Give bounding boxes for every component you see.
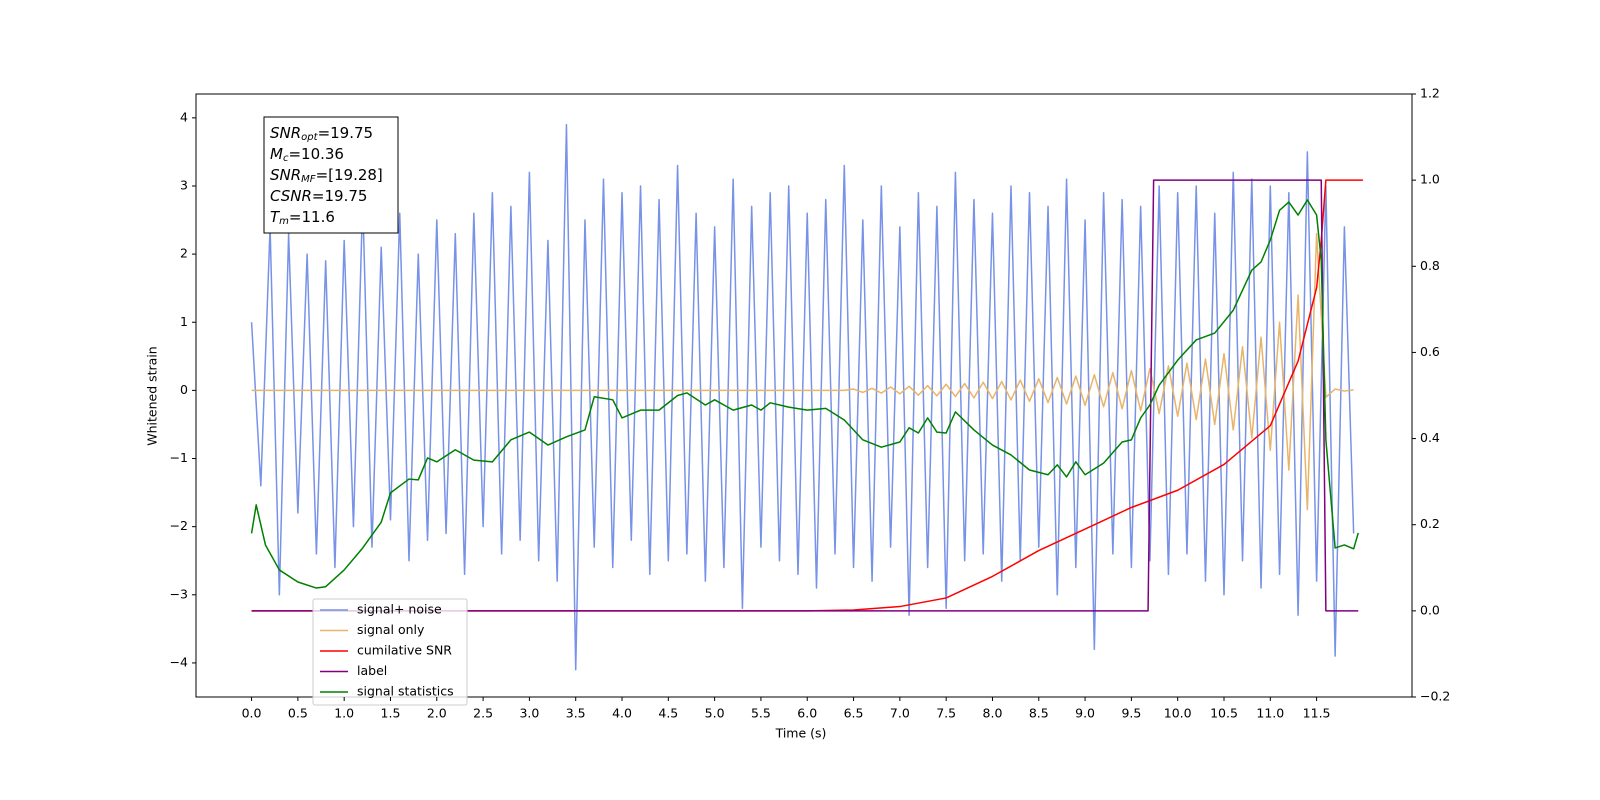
legend-frame [312,598,468,706]
series-line [250,199,1360,589]
y-tick-label: −3 [170,586,188,601]
annotation-subscript: m [279,216,289,227]
y-tick-label: 3 [180,177,188,192]
x-tick-label: 8.0 [983,706,1003,721]
annotation-symbol: SNR [270,124,301,142]
annotation-line: SNRopt=19.75 [270,124,373,144]
x-tick-label: 7.0 [890,706,910,721]
y2-tick-label: 0.8 [1420,258,1440,273]
x-tick-label: 7.5 [936,706,956,721]
x-tick-label: 2.5 [473,706,493,721]
annotation-box: SNRopt=19.75Mc=10.36SNRMF=[19.28]CSNR=19… [263,116,399,234]
x-tick-label: 10.0 [1164,706,1192,721]
x-tick-label: 6.0 [797,706,817,721]
y-tick-label: 0 [180,382,188,397]
x-tick-label: 5.5 [751,706,771,721]
y2-tick-label: −0.2 [1420,689,1450,704]
x-tick-label: 3.5 [566,706,586,721]
series-line [251,232,1354,511]
legend-label: signal statistics [357,684,454,699]
legend: signal+ noise signal only cumilative SNR la… [312,598,468,706]
annotation-value: =[19.28] [316,166,383,184]
x-tick-label: 8.5 [1029,706,1049,721]
series-line [251,179,1359,612]
x-tick-label: 6.5 [844,706,864,721]
annotation-value: =10.36 [288,145,344,163]
x-tick-label: 9.0 [1075,706,1095,721]
x-tick-label: 10.5 [1210,706,1238,721]
x-tick-label: 11.5 [1303,706,1331,721]
y2-tick-label: 1.2 [1420,86,1440,101]
y-tick-label: −1 [170,450,188,465]
annotation-subscript: c [283,153,289,164]
y2-tick-label: 0.6 [1420,344,1440,359]
y-axis-label: Whitened strain [145,346,160,445]
legend-label: label [357,663,387,678]
x-tick-label: 2.0 [427,706,447,721]
annotation-subscript: opt [301,132,318,143]
annotation-line: Tm=11.6 [270,208,335,228]
y2-tick-label: 0.4 [1420,430,1440,445]
x-axis-label: Time (s) [775,726,827,741]
annotation-line: CSNR=19.75 [270,187,367,205]
legend-label: signal only [357,622,425,637]
y-tick-label: 4 [180,109,188,124]
y-tick-label: 2 [180,246,188,261]
axes-frame [195,93,1413,698]
legend-label: signal+ noise [357,602,442,617]
series-line [251,179,1363,612]
x-tick-label: 3.0 [519,706,539,721]
x-tick-label: 1.0 [334,706,354,721]
annotation-frame [263,116,399,234]
annotation-subscript: MF [301,174,316,185]
annotation-value: =11.6 [289,208,335,226]
annotation-symbol: CSNR [270,187,312,205]
annotation-symbol: T [270,208,281,226]
x-tick-label: 0.5 [288,706,308,721]
plot-area [250,123,1363,671]
annotation-value: =19.75 [312,187,368,205]
y-tick-label: −4 [170,654,188,669]
y2-tick-label: 1.0 [1420,172,1440,187]
annotation-line: SNRMF=[19.28] [270,166,383,186]
annotation-symbol: SNR [270,166,301,184]
x-tick-label: 1.5 [381,706,401,721]
x-tick-label: 4.0 [612,706,632,721]
x-tick-label: 4.5 [658,706,678,721]
x-tick-label: 0.0 [242,706,262,721]
x-tick-label: 9.5 [1121,706,1141,721]
x-tick-label: 5.0 [705,706,725,721]
y-tick-label: −2 [170,518,188,533]
annotation-line: Mc=10.36 [270,145,344,165]
annotation-symbol: M [270,145,283,163]
series-line [250,123,1355,671]
y2-tick-label: 0.2 [1420,516,1440,531]
x-tick-label: 11.0 [1256,706,1284,721]
y-tick-label: 1 [180,314,188,329]
legend-label: cumilative SNR [357,643,452,658]
y2-tick-label: 0.0 [1420,602,1440,617]
annotation-value: =19.75 [318,124,374,142]
